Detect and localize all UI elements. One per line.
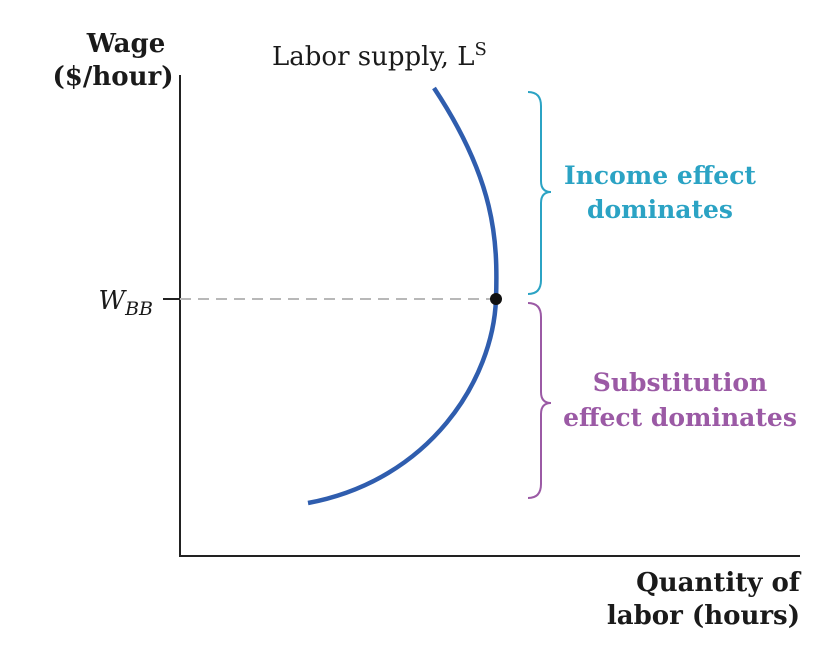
income-effect-label-line2: dominates — [587, 195, 733, 224]
labor-supply-label: Labor supply, LS — [272, 39, 487, 72]
x-axis-title-line1: Quantity of — [636, 568, 802, 598]
income-effect-label-line1: Income effect — [564, 161, 756, 190]
wbb-tick-label: WBB — [98, 286, 153, 320]
substitution-effect-label-line2: effect dominates — [563, 403, 797, 432]
labor-supply-curve — [307, 86, 499, 506]
backward-bend-point — [490, 293, 502, 305]
y-axis-title-line1: Wage — [86, 29, 166, 59]
y-axis-title-line2: ($/hour) — [52, 62, 173, 92]
substitution-effect-brace — [527, 302, 552, 499]
substitution-effect-label-line1: Substitution — [593, 368, 767, 397]
income-effect-brace — [527, 91, 552, 295]
labor-supply-superscript: S — [474, 39, 486, 60]
x-axis-title-line2: labor (hours) — [607, 601, 800, 631]
